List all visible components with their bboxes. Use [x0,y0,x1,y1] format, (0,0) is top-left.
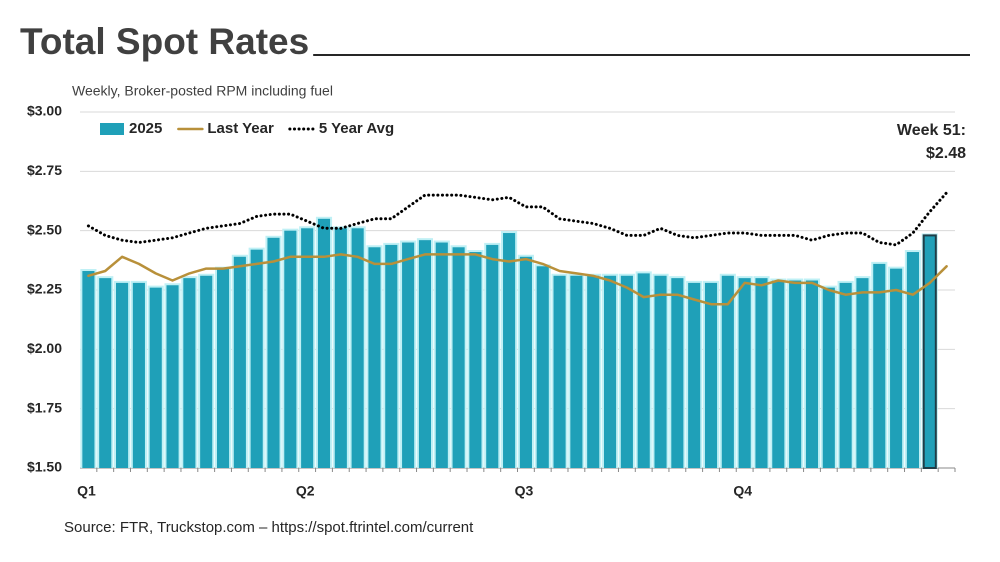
bar [620,275,633,468]
bar [553,275,566,468]
y-tick-label: $3.00 [27,103,62,119]
y-tick-label: $1.75 [27,399,62,415]
source-note: Source: FTR, Truckstop.com – https://spo… [64,519,474,536]
bar [99,278,112,468]
bar [890,268,903,468]
bar [721,275,734,468]
bar [216,268,230,468]
bar [418,240,432,468]
bar [603,275,617,468]
bar [906,252,919,468]
x-tick-label: Q2 [296,483,315,499]
x-tick-label: Q1 [77,483,96,499]
bar [267,237,280,468]
bar [755,278,768,468]
bar [738,278,751,468]
legend-label: Last Year [207,120,274,137]
bar [772,280,785,468]
line [87,253,948,306]
chart-title: Total Spot Rates [20,21,309,62]
bar [587,275,600,468]
bar [166,285,179,468]
bar [385,244,398,468]
bar [637,273,650,468]
bar [334,228,347,468]
bar [503,233,516,468]
bar [301,228,314,468]
bar [284,230,297,468]
bar [671,278,684,468]
y-tick-label: $1.50 [27,459,62,475]
bar [149,287,162,468]
bar [839,282,852,468]
x-tick-label: Q3 [515,483,534,499]
bar [570,275,583,468]
bar [822,287,835,468]
bar [82,271,95,468]
legend-swatch [100,123,124,135]
bar [200,275,213,468]
bar [469,252,482,468]
bar [183,278,196,468]
bar [856,278,869,468]
annotation: Week 51: [897,122,966,139]
bar [805,280,819,468]
bar [368,247,381,468]
bar [519,256,532,468]
dotted-line [86,191,949,247]
bar [789,280,802,468]
bar [351,228,364,468]
y-tick-label: $2.75 [27,162,62,178]
bar [873,263,886,468]
bar [704,282,718,468]
bar [452,247,465,468]
bar [435,242,448,468]
y-tick-label: $2.50 [27,221,62,237]
legend-label: 5 Year Avg [319,120,394,137]
bar [250,249,263,468]
y-tick-label: $2.00 [27,340,62,356]
bar [688,282,701,468]
y-tick-label: $2.25 [27,281,62,297]
bar [132,282,145,468]
x-tick-label: Q4 [733,483,752,499]
bar [402,242,415,468]
chart-subtitle: Weekly, Broker-posted RPM including fuel [72,83,333,99]
legend-label: 2025 [129,120,162,137]
bar [536,266,549,468]
annotation: $2.48 [926,145,966,162]
bar [317,218,331,468]
bar [654,275,667,468]
bar [233,256,246,468]
bar [922,234,937,469]
bar [116,282,129,468]
bar [486,244,499,468]
